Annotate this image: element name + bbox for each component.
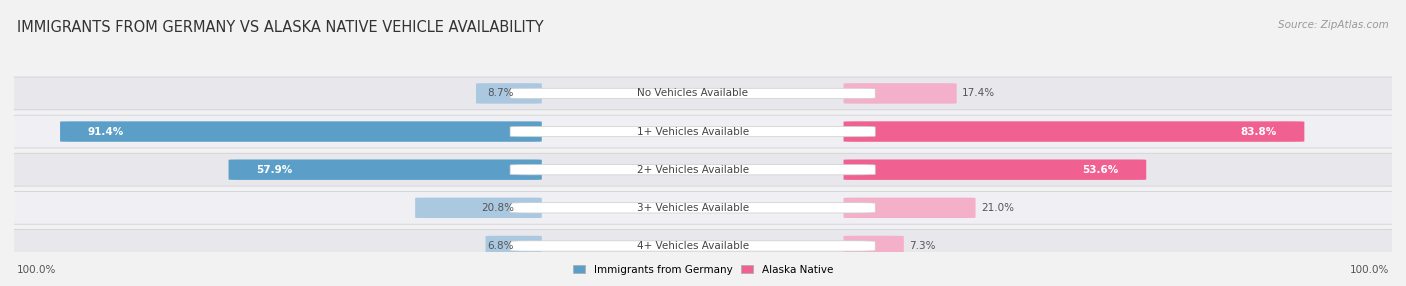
Text: 57.9%: 57.9%: [256, 165, 292, 175]
Text: 2+ Vehicles Available: 2+ Vehicles Available: [637, 165, 749, 175]
Text: 1+ Vehicles Available: 1+ Vehicles Available: [637, 127, 749, 136]
Text: 100.0%: 100.0%: [1350, 265, 1389, 275]
Text: 100.0%: 100.0%: [17, 265, 56, 275]
Text: 6.8%: 6.8%: [488, 241, 515, 251]
FancyBboxPatch shape: [0, 77, 1406, 110]
FancyBboxPatch shape: [229, 160, 541, 180]
Text: 7.3%: 7.3%: [910, 241, 936, 251]
Text: 21.0%: 21.0%: [981, 203, 1014, 213]
Text: 8.7%: 8.7%: [488, 88, 515, 98]
FancyBboxPatch shape: [844, 121, 1305, 142]
Text: IMMIGRANTS FROM GERMANY VS ALASKA NATIVE VEHICLE AVAILABILITY: IMMIGRANTS FROM GERMANY VS ALASKA NATIVE…: [17, 20, 544, 35]
Text: 4+ Vehicles Available: 4+ Vehicles Available: [637, 241, 749, 251]
FancyBboxPatch shape: [844, 198, 976, 218]
FancyBboxPatch shape: [477, 83, 541, 104]
FancyBboxPatch shape: [510, 203, 875, 213]
FancyBboxPatch shape: [510, 88, 875, 99]
FancyBboxPatch shape: [844, 83, 956, 104]
Text: 20.8%: 20.8%: [481, 203, 515, 213]
FancyBboxPatch shape: [60, 121, 541, 142]
Text: 91.4%: 91.4%: [87, 127, 124, 136]
Text: No Vehicles Available: No Vehicles Available: [637, 88, 748, 98]
Text: Source: ZipAtlas.com: Source: ZipAtlas.com: [1278, 20, 1389, 30]
Legend: Immigrants from Germany, Alaska Native: Immigrants from Germany, Alaska Native: [572, 265, 834, 275]
FancyBboxPatch shape: [0, 153, 1406, 186]
FancyBboxPatch shape: [415, 198, 541, 218]
FancyBboxPatch shape: [0, 191, 1406, 224]
Text: 83.8%: 83.8%: [1240, 127, 1277, 136]
FancyBboxPatch shape: [510, 241, 875, 251]
Text: 53.6%: 53.6%: [1083, 165, 1119, 175]
FancyBboxPatch shape: [510, 164, 875, 175]
FancyBboxPatch shape: [0, 115, 1406, 148]
FancyBboxPatch shape: [844, 160, 1146, 180]
FancyBboxPatch shape: [485, 236, 541, 256]
Text: 3+ Vehicles Available: 3+ Vehicles Available: [637, 203, 749, 213]
FancyBboxPatch shape: [0, 230, 1406, 262]
FancyBboxPatch shape: [844, 236, 904, 256]
FancyBboxPatch shape: [510, 126, 875, 137]
Text: 17.4%: 17.4%: [962, 88, 995, 98]
